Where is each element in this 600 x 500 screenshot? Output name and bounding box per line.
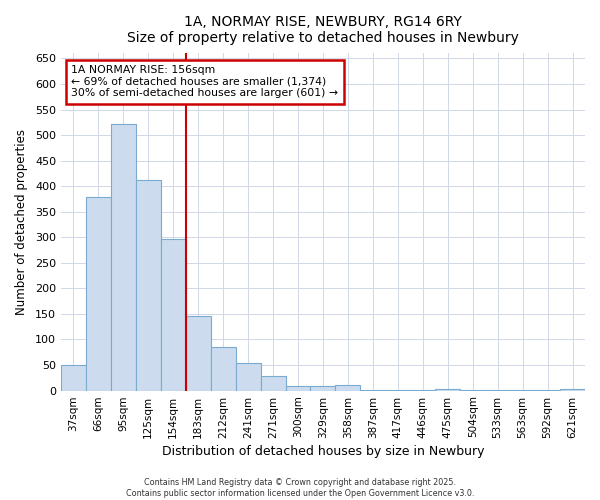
X-axis label: Distribution of detached houses by size in Newbury: Distribution of detached houses by size … (162, 444, 484, 458)
Bar (211, 347, 236, 391)
Bar (161, 239, 186, 390)
Text: Contains HM Land Registry data © Crown copyright and database right 2025.
Contai: Contains HM Land Registry data © Crown c… (126, 478, 474, 498)
Bar (286, 386, 310, 390)
Bar (111, 124, 136, 390)
Bar (236, 363, 260, 390)
Bar (335, 385, 361, 390)
Text: 1A NORMAY RISE: 156sqm
← 69% of detached houses are smaller (1,374)
30% of semi-: 1A NORMAY RISE: 156sqm ← 69% of detached… (71, 65, 338, 98)
Bar (61, 365, 86, 390)
Bar (186, 316, 211, 390)
Bar (260, 376, 286, 390)
Y-axis label: Number of detached properties: Number of detached properties (15, 129, 28, 315)
Bar (435, 388, 460, 390)
Bar (560, 388, 585, 390)
Bar (310, 386, 335, 390)
Bar (86, 198, 111, 390)
Title: 1A, NORMAY RISE, NEWBURY, RG14 6RY
Size of property relative to detached houses : 1A, NORMAY RISE, NEWBURY, RG14 6RY Size … (127, 15, 519, 45)
Bar (136, 180, 161, 390)
